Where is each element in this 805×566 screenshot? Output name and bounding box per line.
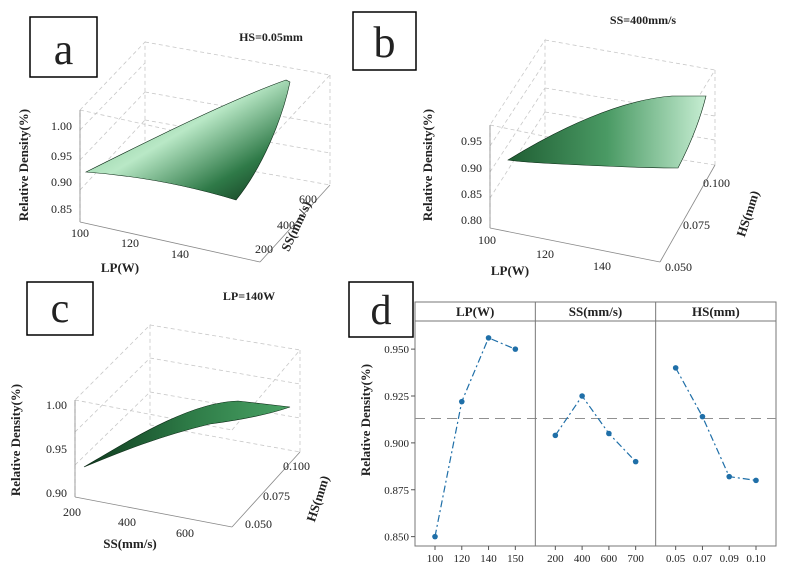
y-tick-label: 0.925 xyxy=(384,391,409,403)
x-tick-label: 0.10 xyxy=(746,553,766,565)
panel-b-ylabel: HS(mm) xyxy=(733,189,762,239)
panel-d-letter-box xyxy=(348,281,414,338)
chart-y-axis-label: Relative Density(%) xyxy=(358,364,373,476)
data-point xyxy=(432,533,438,540)
data-point xyxy=(458,398,465,405)
panel-a-condition: HS=0.05mm xyxy=(239,30,303,44)
panel-c-axes-box xyxy=(74,324,301,497)
data-point xyxy=(632,458,639,465)
panel-b-ytick: 0.050 xyxy=(665,260,692,274)
x-tick-label: 0.07 xyxy=(693,553,713,565)
panel-b-letter-box xyxy=(352,11,417,71)
data-point xyxy=(485,335,492,341)
data-point xyxy=(726,473,733,480)
panel-a-letter: a xyxy=(54,25,74,74)
data-point xyxy=(579,393,585,399)
series-line xyxy=(554,394,637,463)
panel-a-ztick: 1.00 xyxy=(51,119,72,133)
plot-frame xyxy=(414,301,777,547)
panel-c-letter-box xyxy=(26,281,94,336)
panel-a-ytick: 200 xyxy=(255,242,273,256)
panel-c-ztick: 1.00 xyxy=(46,398,67,412)
panel-c-xtick: 400 xyxy=(118,515,136,529)
panel-d-letter: d xyxy=(371,288,392,334)
panel-b-axes xyxy=(489,125,716,263)
x-tick-label: 140 xyxy=(480,553,497,565)
main-effects-chart: 0.850 0.875 0.900 0.925 0.950 LP(W) 100 120 140 1… xyxy=(384,301,777,565)
data-point xyxy=(606,430,612,437)
panel-c-ztick: 0.90 xyxy=(46,486,67,500)
x-tick-label: 200 xyxy=(547,553,564,565)
x-tick-label: 100 xyxy=(427,553,444,565)
panel-a: a HS=0.05mm 1.00 0.95 0.90 0.85 Relative… xyxy=(16,16,331,275)
panel-c-ytick: 0.100 xyxy=(283,459,310,473)
panel-c-surface xyxy=(83,400,291,468)
x-tick-label: 150 xyxy=(507,553,524,565)
panel-b-ztick: 0.90 xyxy=(461,161,482,175)
panel-c-xtick: 200 xyxy=(63,505,81,519)
panel-c-ytick: 0.050 xyxy=(245,517,272,531)
panel-a-ztick: 0.90 xyxy=(51,175,72,189)
panel-a-xtick: 140 xyxy=(171,247,189,261)
panel-a-ztick: 0.95 xyxy=(51,149,72,163)
panel-a-zlabel: Relative Density(%) xyxy=(16,109,31,221)
panel-b-ytick: 0.075 xyxy=(683,218,710,232)
panel-c-zlabel: Relative Density(%) xyxy=(8,384,23,496)
panel-a-ytick: 400 xyxy=(277,218,295,232)
panel-c-condition: LP=140W xyxy=(223,289,275,303)
panel-a-xtick: 120 xyxy=(121,236,139,250)
y-tick-label: 0.875 xyxy=(384,485,409,497)
x-tick-label: 0.09 xyxy=(720,553,740,565)
panel-c-letter: c xyxy=(51,286,70,332)
panel-b-zlabel: Relative Density(%) xyxy=(420,109,435,221)
series-line xyxy=(434,337,516,537)
panel-c-xtick: 600 xyxy=(176,526,194,540)
panel-a-xtick: 100 xyxy=(71,226,89,240)
y-tick-label: 0.850 xyxy=(384,532,409,544)
panel-b-ztick: 0.80 xyxy=(461,213,482,227)
data-point xyxy=(672,365,679,371)
x-tick-label: 0.05 xyxy=(666,553,686,565)
panel-b-ytick: 0.100 xyxy=(703,176,730,190)
facet-header: SS(mm/s) xyxy=(569,304,622,319)
panel-b-xtick: 100 xyxy=(478,233,496,247)
panel-c: c LP=140W 1.00 0.95 0.90 Relative Densit… xyxy=(8,281,332,551)
x-tick-label: 400 xyxy=(574,553,591,565)
panel-a-ztick: 0.85 xyxy=(51,202,72,216)
panel-b-condition: SS=400mm/s xyxy=(610,13,677,27)
panel-c-axes xyxy=(74,400,301,528)
panel-b-surface xyxy=(507,95,707,169)
y-tick-label: 0.900 xyxy=(384,438,409,450)
panel-a-axes xyxy=(79,110,331,263)
panel-b-ztick: 0.85 xyxy=(461,187,482,201)
panel-a-surface xyxy=(84,79,291,201)
panel-a-xlabel: LP(W) xyxy=(101,260,139,275)
panel-c-ytick: 0.075 xyxy=(263,489,290,503)
panel-a-ytick: 600 xyxy=(299,192,317,206)
x-tick-label: 120 xyxy=(454,553,471,565)
x-tick-label: 700 xyxy=(627,553,644,565)
data-point xyxy=(699,413,706,420)
data-point xyxy=(552,432,559,439)
panel-b-xtick: 140 xyxy=(593,259,611,273)
x-tick-label: 600 xyxy=(601,553,618,565)
y-tick-label: 0.950 xyxy=(384,344,409,356)
panel-b-ztick: 0.95 xyxy=(461,134,482,148)
panel-b-xlabel: LP(W) xyxy=(491,263,529,278)
panel-b: b SS=400mm/s 0.95 0.90 0.85 0.80 Relativ… xyxy=(352,11,762,278)
data-point xyxy=(512,346,519,352)
panel-d: d Relative Density(%) 0.850 0.875 0.900 0.9… xyxy=(348,281,777,565)
panel-b-letter: b xyxy=(374,18,396,67)
panel-b-xtick: 120 xyxy=(536,247,554,261)
data-point xyxy=(753,477,759,484)
panel-a-letter-box xyxy=(29,16,98,78)
series-line xyxy=(675,367,757,481)
panel-c-ylabel: HS(mm) xyxy=(303,474,332,524)
panel-c-ztick: 0.95 xyxy=(46,442,67,456)
panel-c-xlabel: SS(mm/s) xyxy=(103,536,156,551)
facet-header: LP(W) xyxy=(456,304,494,319)
facet-header: HS(mm) xyxy=(692,304,740,319)
